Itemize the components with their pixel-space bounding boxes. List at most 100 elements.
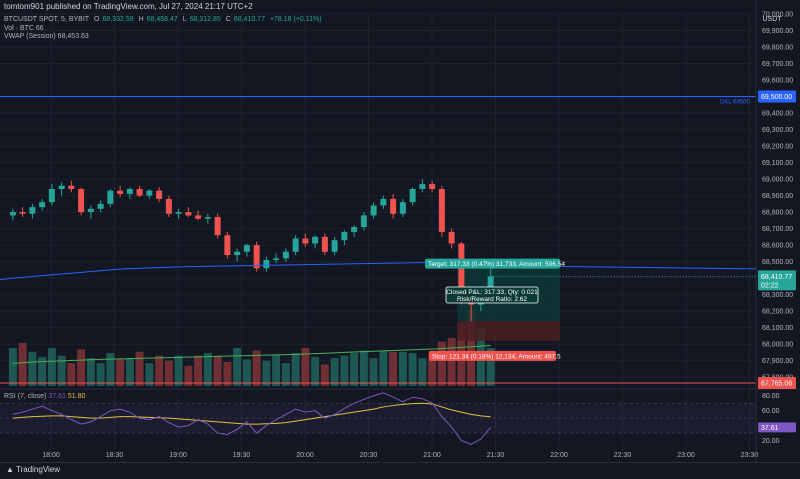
vwap-legend[interactable]: VWAP (Session) 68,453.63 (4, 33, 89, 40)
volume-bar (379, 350, 388, 386)
candle-body (165, 198, 172, 214)
x-tick-label: 22:00 (550, 452, 568, 459)
volume-bar (38, 356, 47, 386)
position-labels: Target: 317.33 (0.47%) 31,733, Amount: 5… (425, 258, 565, 361)
candle-body (195, 215, 202, 219)
symbol-title[interactable]: BTCUSDT SPOT, 5, BYBIT (4, 16, 90, 23)
candle-body (146, 190, 153, 196)
y-tick-label: 68,000.00 (762, 342, 793, 349)
y-tick-label: 68,800.00 (762, 210, 793, 217)
y-tick-label: 68,600.00 (762, 243, 793, 250)
candle-body (351, 226, 358, 232)
candle-body (312, 236, 319, 244)
rsi-ma-line (12, 402, 491, 425)
y-tick-label: 67,900.00 (762, 358, 793, 365)
x-tick-label: 18:30 (106, 452, 124, 459)
closed-pnl-line2: Risk/Reward Ratio: 2.62 (457, 296, 527, 303)
volume-bar (184, 365, 193, 386)
candle-body (321, 236, 328, 252)
bottom-line-tag: 67,765.06 (761, 380, 792, 387)
candle-body (282, 251, 289, 259)
volume-bar (155, 355, 164, 386)
volume-bar (428, 353, 437, 386)
change-value: +78.18 (+0.11%) (269, 16, 322, 23)
x-tick-label: 21:30 (487, 452, 505, 459)
y-tick-label: 69,900.00 (762, 28, 793, 35)
y-tick-label: 68,200.00 (762, 309, 793, 316)
volume-bar (18, 342, 27, 386)
volume-bar (447, 337, 456, 386)
volume-bar (125, 358, 134, 386)
candle-body (292, 238, 299, 252)
candle-body (19, 212, 26, 214)
current-price-tag: 68,410.77 (761, 274, 792, 281)
target-label: Target: 317.33 (0.47%) 31,733, Amount: 5… (428, 261, 565, 268)
candle-body (97, 203, 104, 209)
volume-bar (194, 355, 203, 386)
candle-body (175, 212, 182, 214)
volume-bar (359, 350, 368, 386)
top-line-tag-bg (758, 90, 796, 103)
stop-label-bg (429, 350, 556, 361)
rsi-ma-value: 51.80 (67, 393, 86, 400)
volume-bar (116, 359, 125, 386)
vwap-line (0, 261, 757, 281)
candle-body (234, 251, 241, 256)
volume-bar (67, 363, 76, 386)
rsi-tick-label: 60.00 (762, 408, 780, 415)
candle-body (409, 189, 416, 203)
candle-body (224, 235, 231, 256)
volume-bar (223, 361, 232, 386)
volume-bar (86, 358, 95, 386)
volume-bar (340, 355, 349, 386)
rsi-title: RSI (7, close) (4, 393, 47, 400)
volume-bar (106, 353, 115, 386)
countdown-tag: 02:22 (761, 282, 779, 289)
x-tick-label: 19:30 (233, 452, 251, 459)
volume-bar (330, 358, 339, 386)
x-tick-label: 19:00 (169, 452, 187, 459)
candle-body (487, 276, 494, 290)
volume-bar (135, 351, 144, 386)
volume-bar (311, 356, 320, 386)
x-tick-label: 20:00 (296, 452, 314, 459)
volume-bar (174, 355, 183, 386)
x-tick-label: 23:00 (677, 452, 695, 459)
candle-body (136, 189, 143, 196)
position-zones (457, 268, 560, 341)
candle-body (263, 260, 270, 269)
candle-body (214, 217, 221, 236)
candle-body (253, 245, 260, 269)
currency-label[interactable]: USDT (762, 16, 782, 23)
indicator-lines: DKL 69500 (0, 95, 757, 384)
candle-body (360, 215, 367, 227)
candle-body (68, 185, 75, 190)
published-caption: tomtom901 published on TradingView.com, … (4, 2, 253, 11)
rsi-value: 37.61 (48, 393, 66, 400)
volume-bar (233, 348, 242, 386)
volume-bar (320, 364, 329, 386)
close-value: 68,410.77 (233, 16, 265, 23)
candle-body (273, 258, 280, 260)
level-line-label: DKL 69500 (720, 100, 750, 106)
open-value: 68,332.59 (102, 16, 134, 23)
volume-legend[interactable]: Vol · BTC 66 (4, 25, 44, 32)
volume-bar (47, 348, 56, 386)
candle-body (9, 212, 16, 216)
current-price-tag-bg (758, 270, 796, 291)
volume-bar (8, 348, 17, 386)
candle-body (107, 190, 114, 204)
top-line-tag: 69,500.00 (761, 94, 792, 101)
volume-bar (28, 351, 37, 386)
rsi-legend[interactable]: RSI (7, close) 37.61 51.80 (4, 393, 85, 400)
candle-body (29, 207, 36, 214)
tradingview-logo[interactable]: ▲ TradingView (6, 465, 60, 474)
rsi-value-tag: 37.61 (761, 425, 779, 432)
volume-bar (203, 353, 212, 386)
volume-bar (252, 350, 261, 386)
volume-bar (213, 355, 222, 386)
volume-bar (164, 360, 173, 386)
candle-body (370, 205, 377, 216)
